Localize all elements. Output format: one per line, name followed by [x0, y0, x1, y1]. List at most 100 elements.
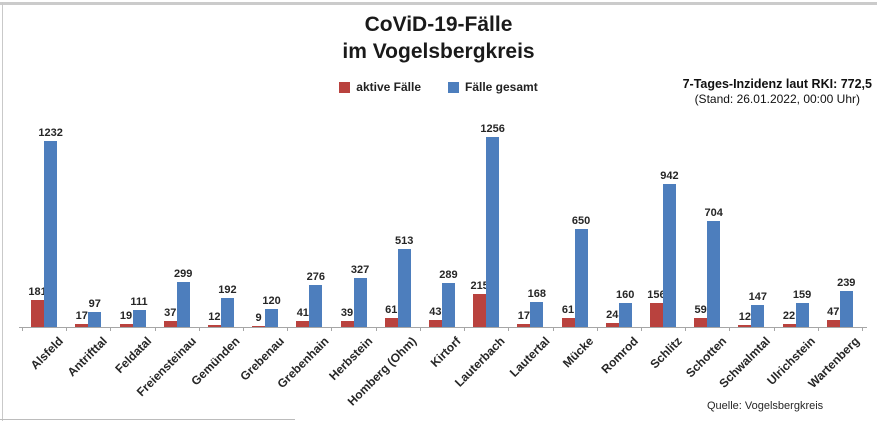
bar-active-cases: 43 — [428, 306, 442, 327]
axis-tick — [198, 327, 200, 331]
axis-tick — [331, 327, 333, 331]
plot-area: 181 1232 17 97 19 111 37 299 12 192 9 120 41 276 39 327… — [19, 123, 867, 408]
bar-total-cases: 289 — [439, 269, 458, 327]
x-axis-label-cell: Schotten — [683, 327, 729, 402]
x-axis-label-cell: Mücke — [552, 327, 596, 402]
x-axis-label-cell: Lautertal — [506, 327, 553, 402]
bar-value-label: 9 — [255, 312, 262, 324]
axis-tick — [508, 327, 510, 331]
bar-group: 37 299 — [155, 130, 199, 327]
bar-total-cases: 276 — [307, 271, 325, 327]
bar-group: 156 942 — [641, 130, 685, 327]
bar-value-label: 41 — [296, 307, 309, 319]
bar-group: 19 111 — [110, 130, 154, 327]
x-axis-label: Feldatal — [112, 334, 155, 376]
bar-value-label: 37 — [164, 307, 177, 319]
bar-total-cases: 704 — [704, 207, 723, 327]
bar-value-label: 1232 — [38, 127, 63, 139]
bar-value-label: 704 — [704, 207, 723, 219]
bar-value-label: 61 — [561, 304, 575, 316]
bar-value-label: 24 — [606, 309, 619, 321]
legend-item-active-cases: aktive Fälle — [339, 80, 421, 94]
bar-active-cases: 9 — [252, 312, 266, 327]
x-axis-label-cell: Homberg (Ohm) — [345, 327, 420, 408]
x-axis-label-cell: Romrod — [597, 327, 641, 402]
bar-active-cases: 17 — [517, 310, 531, 327]
bar-value-label: 513 — [395, 235, 414, 247]
x-axis-label-cell: Alsfeld — [22, 327, 66, 402]
x-axis-label: Lautertal — [506, 334, 553, 380]
source-note: Quelle: Vogelsbergkreis — [707, 400, 824, 412]
x-axis-label: Alsfeld — [27, 334, 67, 373]
x-axis-label-cell: Gemünden — [189, 327, 243, 402]
bar-value-label: 1256 — [480, 123, 505, 135]
x-axis-label-cell: Grebenau — [238, 327, 288, 402]
x-axis-label-cell: Freiensteinau — [134, 327, 199, 402]
incidence-date: (Stand: 26.01.2022, 00:00 Uhr) — [694, 92, 861, 106]
bar-total-cases: 299 — [174, 268, 192, 327]
bar-value-label: 160 — [616, 289, 635, 301]
chart-title-line1: CoViD-19-Fälle — [364, 13, 513, 36]
bar-value-label: 181 — [28, 286, 47, 298]
bar-group: 59 704 — [685, 130, 729, 327]
axis-tick — [66, 327, 68, 331]
bar-active-cases: 22 — [782, 310, 796, 327]
x-axis-label: Antrifttal — [64, 334, 111, 380]
axis-tick — [862, 327, 863, 331]
x-axis-label-cell: Ulrichstein — [764, 327, 818, 402]
x-axis-label: Mücke — [560, 334, 597, 371]
bar-value-label: 327 — [350, 264, 370, 276]
bar-active-cases: 37 — [163, 307, 177, 327]
bar-group: 47 239 — [818, 130, 862, 327]
chart-title-line2: im Vogelsbergkreis — [342, 40, 535, 63]
bar-value-label: 168 — [527, 288, 547, 300]
bar-value-label: 12 — [208, 311, 221, 323]
x-axis-label: Schlitz — [647, 334, 685, 372]
bar-total-cases: 942 — [660, 170, 679, 327]
bar-value-label: 47 — [827, 306, 840, 318]
axis-tick — [596, 327, 598, 331]
bar-value-label: 43 — [429, 306, 442, 318]
legend-swatch-blue-icon — [448, 81, 459, 93]
axis-tick — [375, 327, 377, 331]
bar-value-label: 59 — [694, 304, 707, 316]
chart-legend: aktive Fälle Fälle gesamt — [0, 80, 877, 94]
bar-group: 61 650 — [552, 130, 596, 327]
x-axis-label: Kirtorf — [428, 334, 464, 370]
bar-value-label: 111 — [130, 296, 148, 308]
bar-active-cases: 61 — [384, 304, 398, 327]
bar-total-cases: 111 — [130, 296, 148, 327]
legend-label-total-cases: Fälle gesamt — [465, 80, 538, 94]
axis-tick — [287, 327, 289, 331]
bar-active-cases: 24 — [605, 309, 619, 327]
bar-value-label: 942 — [660, 170, 679, 182]
legend-label-active-cases: aktive Fälle — [356, 80, 421, 94]
x-axis-line — [19, 327, 867, 328]
bar-value-label: 61 — [385, 304, 398, 316]
bar-total-cases: 192 — [218, 284, 237, 327]
x-axis-label-cell: Grebenhain — [274, 327, 331, 402]
bar-active-cases: 39 — [340, 307, 354, 327]
x-axis-label-cell: Antrifttal — [64, 327, 111, 402]
bar-group: 41 276 — [287, 130, 331, 327]
axis-tick — [552, 327, 554, 331]
bar-value-label: 299 — [174, 268, 193, 280]
axis-tick — [729, 327, 731, 331]
bar-value-label: 39 — [340, 307, 354, 319]
x-axis-label-cell: Kirtorf — [420, 327, 464, 402]
axis-tick — [419, 327, 421, 331]
incidence-value: 7-Tages-Inzidenz laut RKI: 772,5 — [682, 77, 872, 91]
x-axis-label-cell: Wartenberg — [805, 327, 862, 402]
axis-tick — [640, 327, 642, 331]
bar-group: 17 168 — [508, 130, 552, 327]
bar-value-label: 17 — [75, 310, 88, 322]
bar-value-label: 120 — [262, 295, 281, 307]
window-bottom-edge — [0, 419, 295, 420]
bar-group: 9 120 — [243, 130, 287, 327]
window-left-edge — [2, 2, 3, 421]
bar-group: 215 1256 — [464, 123, 508, 327]
bar-total-cases: 1232 — [38, 127, 63, 327]
bar-total-cases: 327 — [351, 264, 369, 327]
bar-value-label: 650 — [571, 215, 591, 227]
